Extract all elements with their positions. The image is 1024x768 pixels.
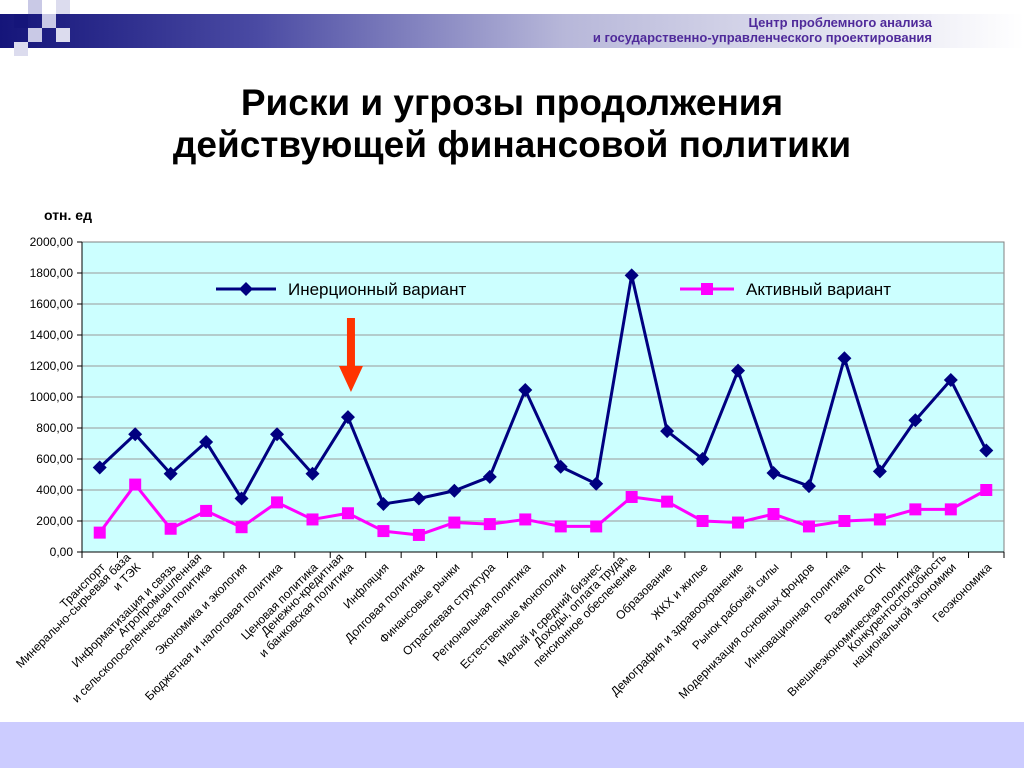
data-point-inertial <box>979 443 994 458</box>
data-point-active <box>341 507 354 520</box>
data-point-inertial <box>801 479 816 494</box>
data-point-inertial <box>482 469 497 484</box>
data-point-active <box>164 522 177 535</box>
y-tick-label: 800,00 <box>36 421 73 435</box>
highlight-arrow-shaft <box>346 318 355 368</box>
data-point-active <box>802 520 815 533</box>
data-point-inertial <box>376 496 391 511</box>
data-point-active <box>129 478 142 491</box>
y-tick-label: 200,00 <box>36 514 73 528</box>
data-point-inertial <box>411 491 426 506</box>
decor-square <box>56 0 70 14</box>
data-point-active <box>235 521 248 534</box>
data-point-inertial <box>518 383 533 398</box>
y-tick-label: 1400,00 <box>30 328 74 342</box>
data-point-inertial <box>731 363 746 378</box>
legend-marker-square <box>701 283 713 295</box>
data-point-inertial <box>695 452 710 466</box>
data-point-inertial <box>128 427 143 442</box>
decor-square <box>14 14 28 28</box>
data-point-active <box>306 513 319 526</box>
data-point-active <box>625 490 638 503</box>
data-point-inertial <box>92 460 107 475</box>
slide-title: Риски и угрозы продолжения действующей ф… <box>0 82 1024 166</box>
footer-band <box>0 722 1024 768</box>
data-point-active <box>909 503 922 516</box>
y-tick-label: 1600,00 <box>30 297 74 311</box>
data-point-inertial <box>943 372 958 387</box>
decor-square <box>28 0 42 14</box>
decor-square <box>42 14 56 28</box>
data-point-inertial <box>234 491 249 506</box>
data-point-active <box>944 503 957 516</box>
data-point-inertial <box>553 459 568 474</box>
decor-square <box>28 28 42 42</box>
decor-square <box>56 28 70 42</box>
data-point-active <box>377 525 390 538</box>
data-point-active <box>412 528 425 541</box>
data-point-active <box>271 496 284 509</box>
data-point-active <box>661 495 674 508</box>
legend-marker-diamond <box>239 282 253 296</box>
y-tick-label: 1000,00 <box>30 390 74 404</box>
decor-square <box>14 42 28 56</box>
data-point-active <box>200 504 213 517</box>
slide-title-line2: действующей финансовой политики <box>172 124 852 165</box>
data-point-inertial <box>163 466 178 481</box>
org-name-line2: и государственно-управленческого проекти… <box>592 30 932 45</box>
data-point-active <box>732 516 745 529</box>
data-point-active <box>448 516 461 529</box>
data-point-inertial <box>270 427 285 442</box>
data-point-inertial <box>766 465 781 480</box>
legend-label-1: Инерционный вариант <box>288 280 467 299</box>
data-point-inertial <box>660 424 675 439</box>
y-tick-label: 1800,00 <box>30 266 74 280</box>
y-tick-label: 2000,00 <box>30 235 74 249</box>
data-point-active <box>483 518 496 531</box>
y-tick-label: 0,00 <box>50 545 74 559</box>
data-point-inertial <box>837 351 852 366</box>
x-tick-label: Денежно-кредитнаяи банковская политика <box>246 550 356 660</box>
data-point-active <box>767 508 780 521</box>
data-point-inertial <box>589 476 604 491</box>
data-point-active <box>590 520 603 533</box>
y-tick-label: 400,00 <box>36 483 73 497</box>
data-point-inertial <box>340 410 355 425</box>
y-tick-label: 1200,00 <box>30 359 74 373</box>
y-tick-label: 600,00 <box>36 452 73 466</box>
y-axis-unit-label: отн. ед <box>44 207 92 223</box>
data-point-active <box>873 513 886 526</box>
data-point-inertial <box>305 466 320 481</box>
data-point-inertial <box>908 413 923 428</box>
data-point-active <box>980 484 993 496</box>
data-point-active <box>554 520 567 533</box>
slide-title-line1: Риски и угрозы продолжения <box>240 82 784 123</box>
org-name-line1: Центр проблемного анализа <box>748 15 932 30</box>
data-point-inertial <box>199 434 214 449</box>
highlight-arrow-head <box>338 366 363 392</box>
data-point-active <box>93 526 106 539</box>
data-point-inertial <box>624 268 639 283</box>
header-band <box>0 14 1024 48</box>
data-point-inertial <box>447 483 462 498</box>
data-point-inertial <box>872 464 887 479</box>
data-point-active <box>838 515 851 527</box>
data-point-active <box>519 513 532 526</box>
data-point-active <box>696 515 709 527</box>
legend-label-2: Активный вариант <box>746 280 891 299</box>
series-line-1 <box>98 273 988 506</box>
